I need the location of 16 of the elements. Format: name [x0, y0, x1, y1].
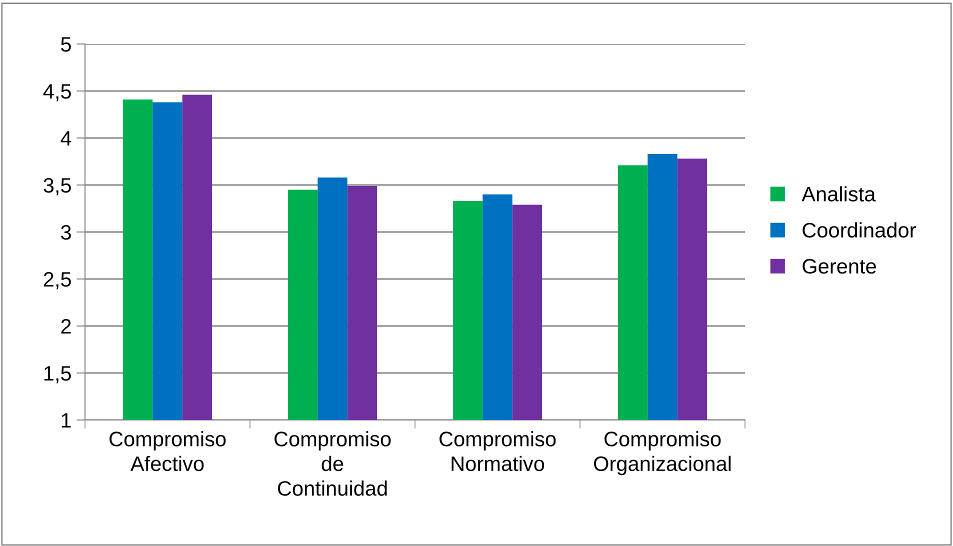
y-tick-label: 2,5: [44, 272, 71, 290]
x-tick-label: Compromiso Normativo: [440, 431, 556, 472]
y-tick-label: 4,5: [43, 84, 71, 102]
x-tick-label: Compromiso de Continuidad: [274, 431, 391, 496]
x-tick-label: Compromiso Afectivo: [110, 431, 226, 472]
y-tick-label: 5: [61, 37, 71, 52]
x-tick-label: Compromiso Organizacional: [594, 431, 731, 476]
legend-label: Coordinador: [802, 222, 916, 238]
y-tick-label: 1: [62, 413, 71, 428]
y-tick-label: 1,5: [44, 366, 71, 384]
y-tick-label: 2: [61, 319, 71, 334]
y-tick-label: 3: [61, 225, 71, 240]
legend-label: Gerente: [802, 258, 876, 274]
y-tick-label: 4: [60, 131, 72, 146]
y-tick-label: 3,5: [44, 178, 71, 196]
legend-label: Analista: [802, 186, 876, 202]
